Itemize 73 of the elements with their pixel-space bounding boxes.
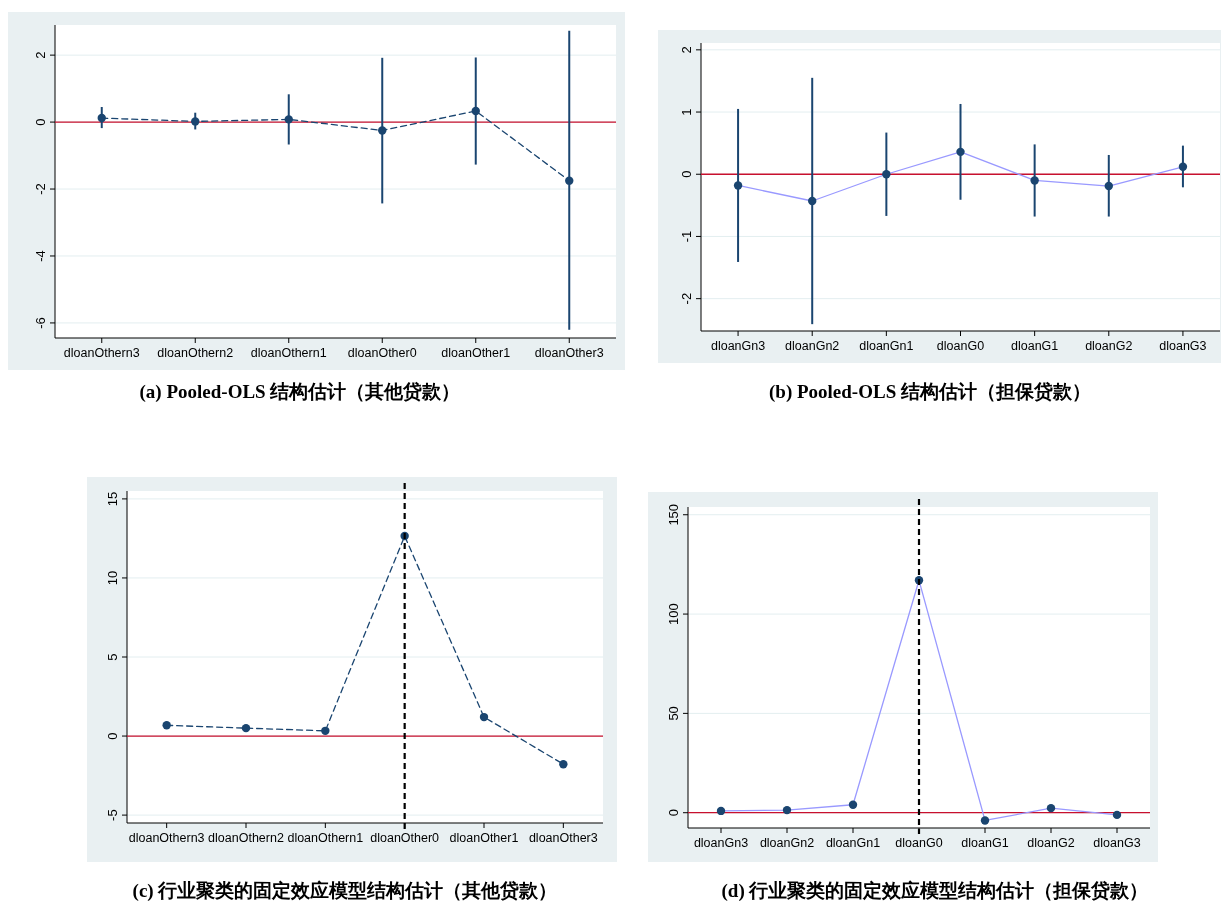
x-tick-label: dloanOther1 [449, 831, 519, 845]
point [782, 805, 792, 815]
point [321, 726, 330, 736]
x-tick-label: dloanOthern3 [63, 346, 140, 360]
x-tick-label: dloanGn2 [759, 836, 815, 850]
x-tick-label: dloanG3 [1093, 836, 1141, 850]
x-tick-label: dloanOther1 [441, 346, 511, 360]
point [565, 176, 574, 185]
text: (d) 行业聚类的固定效应模型结构估计（担保贷款） [721, 880, 1149, 902]
point [1112, 810, 1122, 820]
point [284, 115, 293, 124]
text: (c) 行业聚类的固定效应模型结构估计（其他贷款） [132, 880, 558, 902]
x-tick-label: dloanOthern1 [250, 346, 327, 360]
y-tick-label: 2 [679, 46, 694, 54]
x-tick-label: dloanOthern1 [287, 831, 364, 845]
y-tick-label: -2 [33, 183, 48, 195]
y-tick-label: 0 [105, 732, 120, 740]
y-tick-label: -5 [105, 809, 120, 821]
y-tick-label: -4 [33, 250, 48, 262]
point [97, 113, 106, 123]
x-tick-label: dloanGn1 [825, 836, 881, 850]
point [848, 800, 858, 809]
y-tick-label: 100 [666, 603, 681, 625]
point [471, 106, 480, 116]
y-tick-label: -1 [679, 230, 694, 243]
x-tick-label: dloanOther3 [528, 831, 598, 845]
y-tick-label: 50 [666, 706, 681, 721]
x-tick-label: dloanGn3 [693, 836, 749, 850]
x-tick-label: dloanOthern2 [208, 831, 284, 845]
x-tick-label: dloanOthern3 [128, 831, 205, 845]
y-tick-label: -6 [33, 317, 48, 329]
point [716, 806, 726, 816]
point [1046, 803, 1056, 813]
y-tick-label: 15 [105, 491, 120, 507]
y-tick-label: 10 [105, 570, 120, 586]
y-tick-label: 2 [33, 51, 48, 59]
x-tick-label: dloanG1 [961, 836, 1009, 850]
point [980, 816, 990, 825]
y-tick-label: 150 [666, 503, 681, 526]
point [162, 721, 171, 730]
point [733, 181, 743, 190]
y-tick-label: 0 [33, 118, 48, 126]
x-tick-label: dloanOther0 [370, 831, 440, 845]
point [559, 759, 568, 769]
y-tick-label: 5 [105, 653, 120, 661]
point [1030, 176, 1039, 185]
point [1104, 181, 1113, 191]
x-tick-label: dloanOther3 [534, 346, 604, 360]
text: (a) Pooled-OLS 结构估计（其他贷款） [139, 381, 461, 403]
y-tick-label: -2 [679, 292, 694, 305]
point [1178, 162, 1188, 171]
y-tick-label: 0 [666, 809, 681, 817]
x-tick-label: dloanGn3 [710, 339, 766, 353]
text: (b) Pooled-OLS 结构估计（担保贷款） [769, 381, 1091, 403]
x-tick-label: dloanG2 [1085, 339, 1133, 353]
point [808, 196, 817, 206]
point [956, 147, 965, 157]
point [241, 723, 251, 733]
x-tick-label: dloanG3 [1159, 339, 1207, 353]
point [882, 170, 891, 179]
x-tick-label: dloanG2 [1027, 836, 1075, 850]
y-tick-label: 1 [679, 108, 694, 116]
x-tick-label: dloanG0 [895, 836, 943, 850]
x-tick-label: dloanOther0 [347, 346, 417, 360]
y-tick-label: 0 [679, 170, 694, 178]
point [191, 117, 200, 126]
point [479, 712, 489, 722]
point [378, 126, 387, 135]
x-tick-label: dloanOthern2 [157, 346, 234, 360]
x-tick-label: dloanGn2 [785, 339, 840, 353]
x-tick-label: dloanGn1 [859, 339, 914, 353]
x-tick-label: dloanG0 [936, 339, 985, 353]
x-tick-label: dloanG1 [1011, 339, 1059, 353]
